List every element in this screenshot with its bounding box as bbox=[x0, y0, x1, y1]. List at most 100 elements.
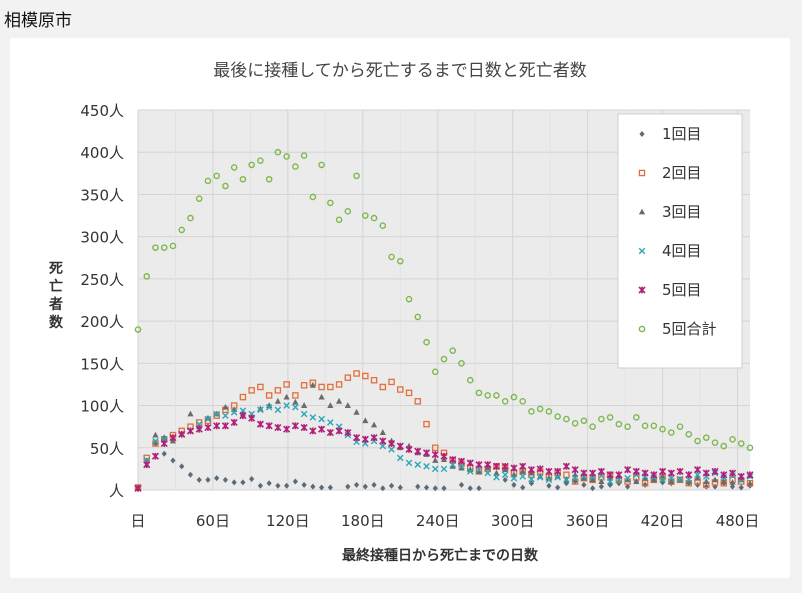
data-point bbox=[405, 445, 413, 454]
data-point bbox=[720, 442, 728, 450]
data-point bbox=[361, 435, 369, 443]
data-point bbox=[249, 476, 255, 483]
data-point bbox=[300, 423, 308, 432]
data-point bbox=[213, 172, 220, 180]
data-point bbox=[230, 418, 238, 427]
data-point bbox=[440, 452, 448, 460]
data-point bbox=[659, 476, 666, 484]
data-point bbox=[536, 474, 544, 481]
data-point bbox=[729, 436, 736, 443]
data-point bbox=[562, 462, 570, 470]
data-point bbox=[729, 483, 736, 490]
x-tick-label: 360日 bbox=[566, 512, 610, 530]
data-point bbox=[449, 456, 457, 464]
data-point bbox=[388, 378, 395, 386]
data-point bbox=[196, 476, 202, 483]
data-point bbox=[615, 476, 623, 484]
data-point bbox=[309, 427, 317, 435]
legend-item: 3回目 bbox=[638, 203, 702, 221]
data-point bbox=[414, 313, 422, 321]
data-point bbox=[239, 407, 247, 414]
data-point bbox=[519, 398, 526, 405]
data-point bbox=[458, 481, 465, 488]
data-point bbox=[301, 402, 308, 408]
data-point bbox=[633, 478, 640, 484]
data-point bbox=[170, 457, 176, 464]
data-point bbox=[641, 469, 649, 477]
data-point bbox=[274, 397, 281, 404]
y-tick-label: 200人 bbox=[80, 313, 124, 331]
data-point bbox=[441, 485, 447, 492]
data-point bbox=[230, 164, 238, 171]
data-point bbox=[711, 467, 719, 475]
data-point bbox=[292, 403, 299, 411]
data-point bbox=[370, 376, 378, 384]
data-point bbox=[265, 403, 273, 411]
data-point bbox=[694, 437, 701, 445]
data-point bbox=[466, 376, 474, 384]
data-point bbox=[431, 465, 439, 473]
data-point bbox=[466, 468, 474, 475]
y-tick-label: 250人 bbox=[80, 271, 124, 289]
data-point bbox=[362, 483, 368, 490]
data-point bbox=[423, 484, 430, 491]
data-point bbox=[581, 481, 587, 488]
data-point bbox=[161, 450, 167, 457]
data-point bbox=[501, 471, 509, 479]
data-point bbox=[335, 397, 343, 404]
data-point bbox=[440, 465, 448, 473]
data-point bbox=[335, 216, 343, 224]
data-point bbox=[221, 422, 229, 430]
data-point bbox=[405, 389, 413, 397]
data-point bbox=[257, 157, 264, 164]
data-point bbox=[423, 420, 430, 428]
data-point bbox=[187, 214, 194, 222]
data-point bbox=[239, 412, 247, 420]
data-point bbox=[213, 422, 221, 430]
data-point bbox=[606, 478, 614, 485]
legend-item: 5回合計 bbox=[638, 320, 717, 338]
y-tick-label: 350人 bbox=[80, 186, 124, 204]
data-point bbox=[292, 163, 299, 170]
data-point bbox=[344, 208, 352, 215]
data-point bbox=[380, 485, 386, 492]
data-point bbox=[580, 469, 588, 477]
data-point bbox=[606, 471, 614, 479]
data-point bbox=[668, 478, 675, 484]
series-6 bbox=[134, 148, 754, 452]
y-tick-label: 450人 bbox=[80, 102, 124, 120]
data-point bbox=[248, 161, 255, 169]
data-point bbox=[580, 474, 587, 481]
data-point bbox=[362, 212, 369, 219]
data-point bbox=[274, 406, 282, 414]
data-point bbox=[685, 476, 693, 484]
chart-card: 最後に接種してから死亡するまで日数と死亡者数 人 50人 100人 150人 200人 2… bbox=[10, 38, 790, 578]
data-point bbox=[160, 244, 168, 251]
data-point bbox=[527, 466, 535, 474]
data-point bbox=[737, 440, 745, 447]
data-point bbox=[545, 476, 553, 484]
x-tick-label: 480日 bbox=[716, 512, 760, 530]
data-point bbox=[668, 474, 675, 482]
data-point bbox=[720, 471, 728, 479]
data-point bbox=[624, 474, 631, 482]
data-point bbox=[292, 478, 298, 485]
legend-item: 1回目 bbox=[639, 125, 702, 143]
data-point bbox=[580, 417, 588, 425]
data-point bbox=[641, 422, 649, 430]
scatter-chart: 最後に接種してから死亡するまで日数と死亡者数 人 50人 100人 150人 200人 2… bbox=[48, 61, 760, 564]
data-point bbox=[711, 476, 719, 483]
x-tick-label: 240日 bbox=[416, 512, 460, 530]
data-point bbox=[432, 457, 439, 463]
data-point bbox=[606, 414, 614, 421]
data-point bbox=[370, 434, 378, 442]
data-point bbox=[414, 461, 422, 468]
data-point bbox=[519, 468, 526, 474]
x-tick-label: 120日 bbox=[266, 512, 310, 530]
x-tick-label: 日 bbox=[130, 512, 145, 530]
data-point bbox=[476, 485, 482, 492]
data-point bbox=[422, 449, 431, 457]
legend-item: 5回目 bbox=[638, 281, 702, 299]
data-point bbox=[475, 461, 483, 469]
data-point bbox=[703, 478, 710, 484]
